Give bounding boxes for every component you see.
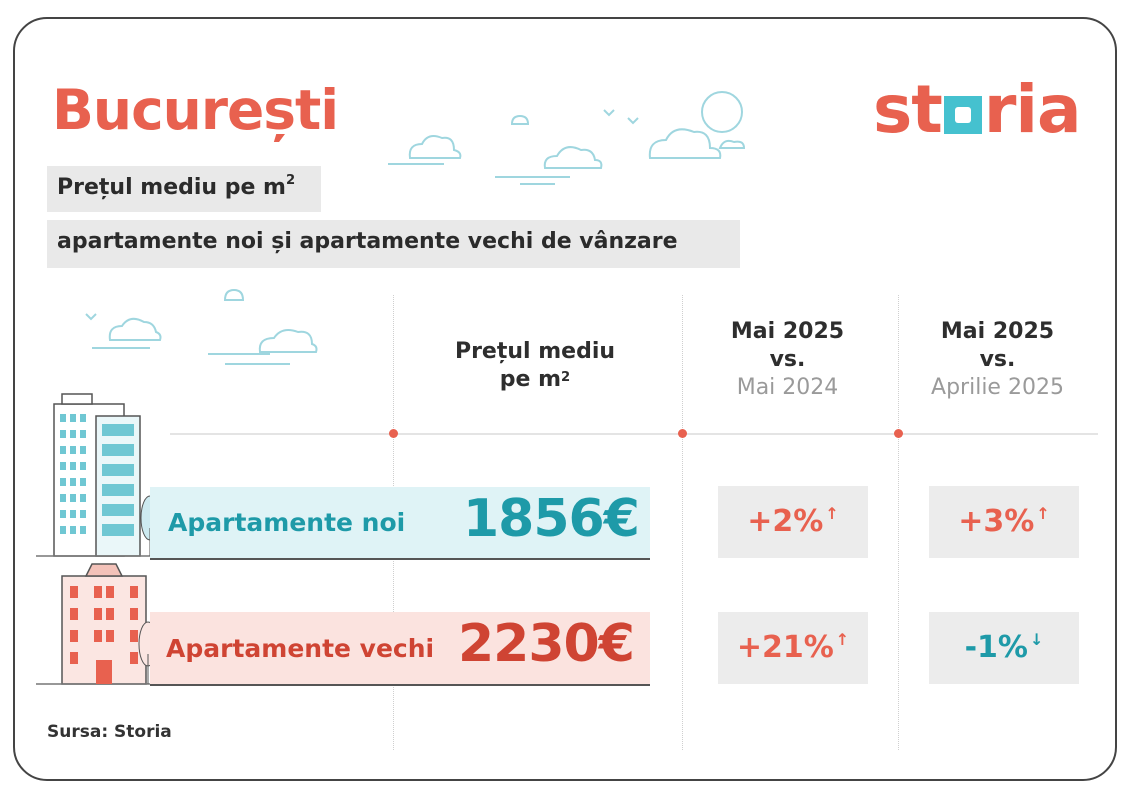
divider-dot bbox=[678, 429, 687, 438]
subtitle-line2: apartamente noi și apartamente vechi de … bbox=[57, 229, 678, 254]
arrow-up-icon: ↑ bbox=[1036, 504, 1050, 523]
row-label-old: Apartamente vechi bbox=[166, 634, 435, 663]
subtitle-line1: Prețul mediu pe m2 bbox=[57, 173, 296, 200]
change-yoy-new: +2% ↑ bbox=[718, 486, 868, 558]
divider-dot bbox=[389, 429, 398, 438]
price-new: 1856€ bbox=[463, 489, 640, 549]
column-header-yoy: Mai 2025 vs. Mai 2024 bbox=[730, 319, 845, 400]
arrow-down-icon: ↓ bbox=[1029, 630, 1044, 649]
row-baseline bbox=[150, 558, 650, 560]
source-note: Sursa: Storia bbox=[47, 722, 172, 742]
change-mom-old: -1% ↓ bbox=[929, 612, 1079, 684]
storia-logo: st ria bbox=[873, 71, 1082, 148]
column-header-price: Prețul mediu pe m2 bbox=[454, 339, 616, 392]
arrow-up-icon: ↑ bbox=[825, 504, 839, 523]
old-building-icon bbox=[36, 563, 166, 685]
header-rule bbox=[170, 433, 1098, 435]
arrow-up-icon: ↑ bbox=[835, 630, 850, 649]
price-old: 2230€ bbox=[458, 614, 635, 674]
clouds-decoration-left bbox=[85, 288, 318, 365]
logo-square-icon bbox=[943, 96, 982, 134]
row-baseline bbox=[150, 684, 650, 686]
column-header-mom: Mai 2025 vs. Aprilie 2025 bbox=[931, 319, 1064, 400]
column-divider bbox=[682, 295, 683, 750]
subtitle-box-1: Prețul mediu pe m2 bbox=[47, 166, 321, 212]
city-title: București bbox=[52, 78, 339, 142]
row-band-old bbox=[150, 612, 650, 684]
row-band-new bbox=[150, 487, 650, 559]
clouds-decoration bbox=[388, 91, 746, 185]
column-divider bbox=[898, 295, 899, 750]
subtitle-box-2: apartamente noi și apartamente vechi de … bbox=[47, 220, 740, 268]
change-mom-new: +3% ↑ bbox=[929, 486, 1079, 558]
change-yoy-old: +21% ↑ bbox=[718, 612, 868, 684]
row-label-new: Apartamente noi bbox=[168, 508, 406, 537]
divider-dot bbox=[894, 429, 903, 438]
new-building-icon bbox=[36, 393, 166, 557]
